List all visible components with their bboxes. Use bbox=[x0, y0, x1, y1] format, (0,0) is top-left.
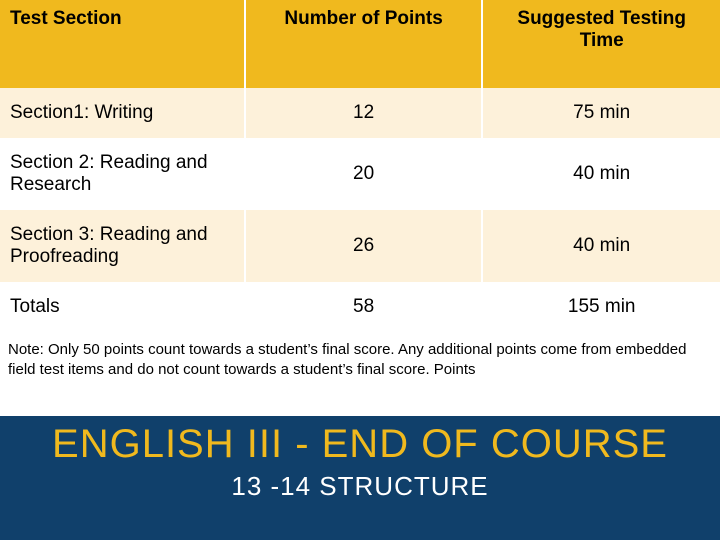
cell-time: 40 min bbox=[482, 138, 720, 210]
cell-section: Section1: Writing bbox=[0, 88, 245, 138]
col-header-points: Number of Points bbox=[245, 0, 483, 88]
cell-points: 12 bbox=[245, 88, 483, 138]
footnote: Note: Only 50 points count towards a stu… bbox=[0, 332, 720, 381]
cell-time: 40 min bbox=[482, 210, 720, 282]
table-header-row: Test Section Number of Points Suggested … bbox=[0, 0, 720, 88]
cell-time: 155 min bbox=[482, 282, 720, 332]
cell-time: 75 min bbox=[482, 88, 720, 138]
footer-subtitle: 13 -14 STRUCTURE bbox=[0, 471, 720, 502]
cell-points: 26 bbox=[245, 210, 483, 282]
cell-points: 20 bbox=[245, 138, 483, 210]
cell-section: Totals bbox=[0, 282, 245, 332]
table-row-totals: Totals 58 155 min bbox=[0, 282, 720, 332]
test-structure-table: Test Section Number of Points Suggested … bbox=[0, 0, 720, 332]
col-header-time: Suggested Testing Time bbox=[482, 0, 720, 88]
footer-banner: ENGLISH III - END OF COURSE 13 -14 STRUC… bbox=[0, 416, 720, 540]
cell-section: Section 2: Reading and Research bbox=[0, 138, 245, 210]
cell-points: 58 bbox=[245, 282, 483, 332]
footer-title: ENGLISH III - END OF COURSE bbox=[0, 422, 720, 467]
cell-section: Section 3: Reading and Proofreading bbox=[0, 210, 245, 282]
col-header-section: Test Section bbox=[0, 0, 245, 88]
table-row: Section 3: Reading and Proofreading 26 4… bbox=[0, 210, 720, 282]
table-row: Section 2: Reading and Research 20 40 mi… bbox=[0, 138, 720, 210]
table-row: Section1: Writing 12 75 min bbox=[0, 88, 720, 138]
